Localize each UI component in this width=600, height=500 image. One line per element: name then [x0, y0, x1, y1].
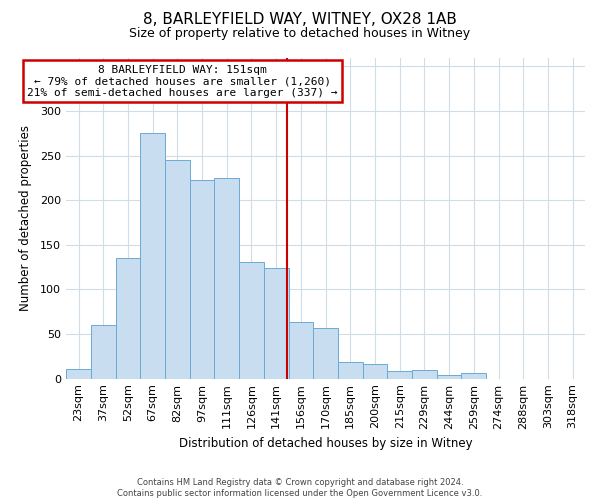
Bar	[116, 258, 140, 378]
Bar	[437, 375, 461, 378]
Text: 8 BARLEYFIELD WAY: 151sqm
← 79% of detached houses are smaller (1,260)
21% of se: 8 BARLEYFIELD WAY: 151sqm ← 79% of detac…	[27, 64, 338, 98]
Bar	[338, 362, 362, 378]
Bar	[264, 268, 289, 378]
Text: 8, BARLEYFIELD WAY, WITNEY, OX28 1AB: 8, BARLEYFIELD WAY, WITNEY, OX28 1AB	[143, 12, 457, 28]
Bar	[66, 369, 91, 378]
Text: Size of property relative to detached houses in Witney: Size of property relative to detached ho…	[130, 28, 470, 40]
Bar	[362, 364, 388, 378]
Bar	[388, 370, 412, 378]
Y-axis label: Number of detached properties: Number of detached properties	[19, 125, 32, 311]
Bar	[461, 374, 486, 378]
Bar	[91, 325, 116, 378]
Bar	[289, 322, 313, 378]
Bar	[190, 180, 214, 378]
Text: Contains HM Land Registry data © Crown copyright and database right 2024.
Contai: Contains HM Land Registry data © Crown c…	[118, 478, 482, 498]
Bar	[239, 262, 264, 378]
Bar	[313, 328, 338, 378]
Bar	[165, 160, 190, 378]
Bar	[140, 134, 165, 378]
Bar	[412, 370, 437, 378]
X-axis label: Distribution of detached houses by size in Witney: Distribution of detached houses by size …	[179, 437, 472, 450]
Bar	[214, 178, 239, 378]
